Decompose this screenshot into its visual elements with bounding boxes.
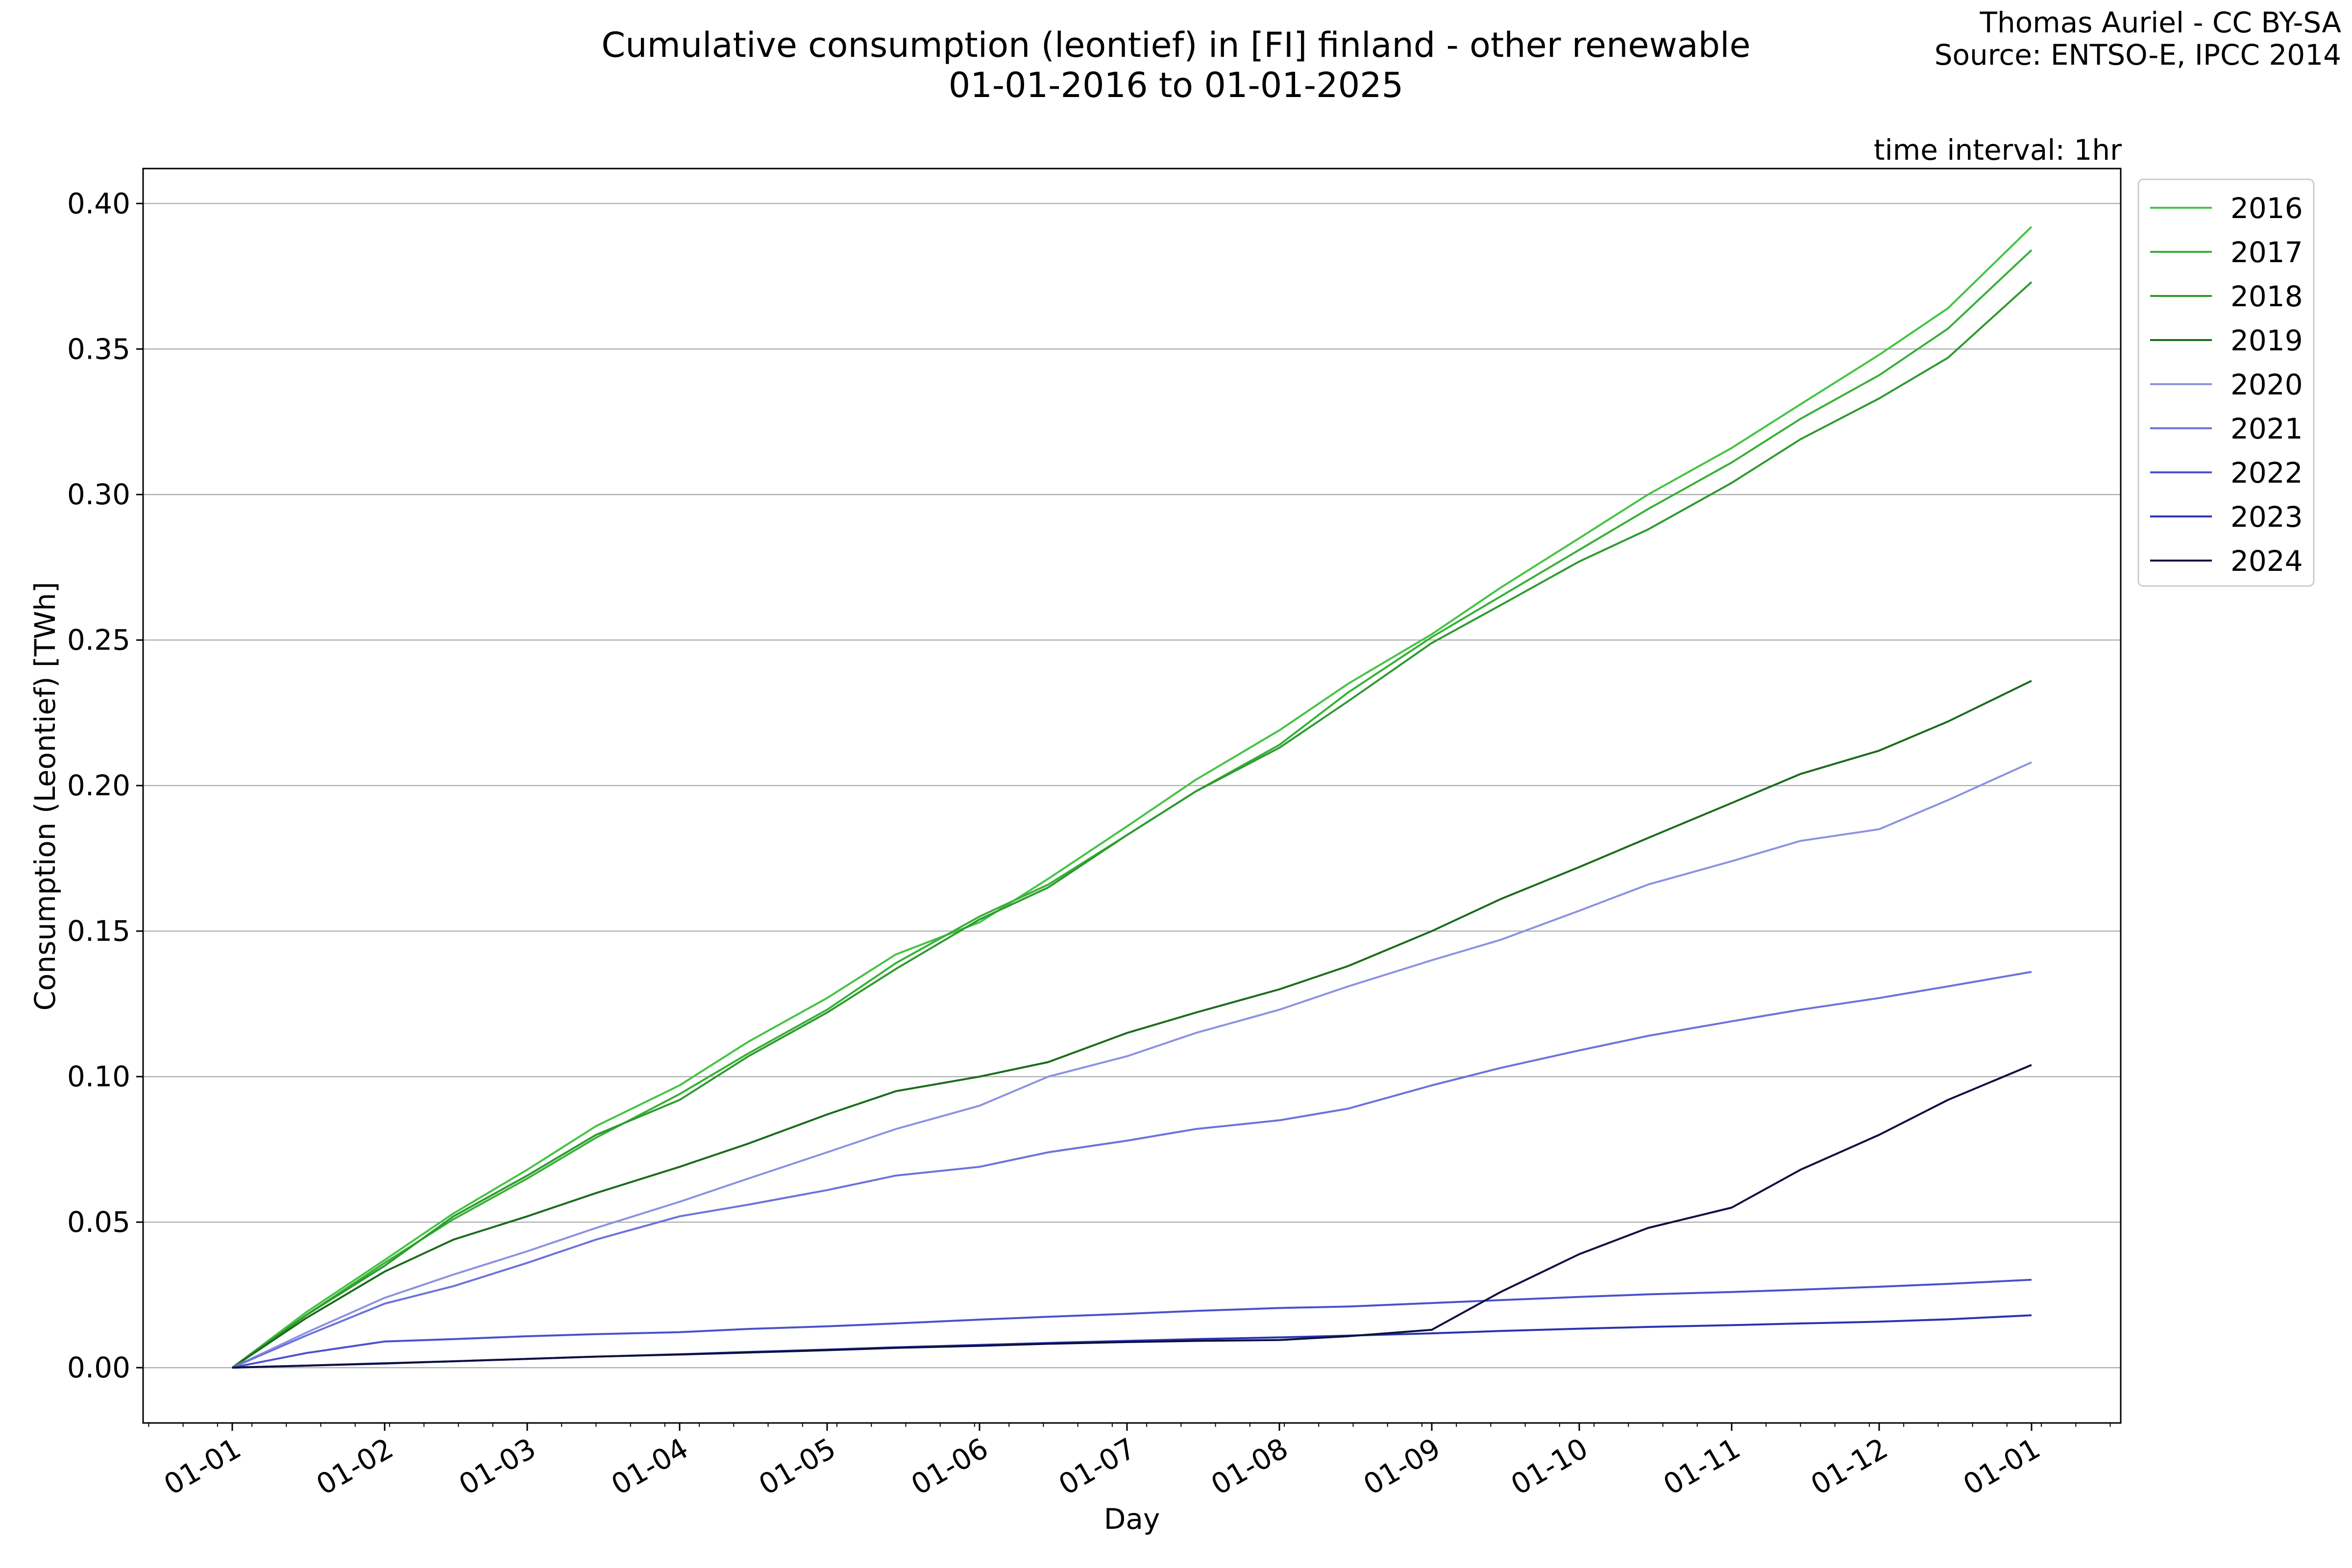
y-tick-label: 0.35 bbox=[67, 332, 130, 366]
legend-label-2023: 2023 bbox=[2230, 500, 2303, 534]
credit-author: Thomas Auriel - CC BY-SA bbox=[1980, 6, 2342, 39]
plot-frame bbox=[142, 168, 2122, 1424]
legend-label-2018: 2018 bbox=[2230, 280, 2303, 313]
x-tick-label: 01-07 bbox=[1053, 1431, 1141, 1501]
y-tick-label: 0.15 bbox=[67, 914, 130, 948]
x-tick-label: 01-02 bbox=[311, 1431, 399, 1501]
y-tick-label: 0.05 bbox=[67, 1205, 130, 1239]
x-tick-label: 01-05 bbox=[753, 1431, 841, 1501]
chart-title-line1: Cumulative consumption (leontief) in [FI… bbox=[601, 25, 1750, 65]
legend-label-2020: 2020 bbox=[2230, 368, 2303, 401]
x-tick-label: 01-12 bbox=[1805, 1431, 1893, 1501]
chart-title-line2: 01-01-2016 to 01-01-2025 bbox=[949, 65, 1403, 105]
legend-label-2021: 2021 bbox=[2230, 412, 2303, 445]
y-tick-label: 0.00 bbox=[67, 1351, 130, 1384]
y-axis: 0.00 0.05 0.10 0.15 0.20 0.25 0.30 0.35 0.40 bbox=[67, 187, 143, 1384]
y-axis-label: Consumption (Leontief) [TWh] bbox=[28, 582, 62, 1010]
legend-label-2016: 2016 bbox=[2230, 192, 2303, 225]
series-lines bbox=[231, 226, 2033, 1369]
x-tick-label: 01-01 bbox=[1958, 1431, 2046, 1501]
legend-label-2019: 2019 bbox=[2230, 324, 2303, 357]
x-tick-label: 01-01 bbox=[158, 1431, 246, 1501]
x-axis-label: Day bbox=[1104, 1502, 1160, 1536]
series-line-2021 bbox=[232, 971, 2032, 1369]
x-tick-label: 01-06 bbox=[906, 1431, 994, 1501]
series-line-2020 bbox=[232, 761, 2032, 1369]
y-tick-label: 0.40 bbox=[67, 187, 130, 220]
y-tick-label: 0.10 bbox=[67, 1060, 130, 1093]
time-interval-note: time interval: 1hr bbox=[1874, 133, 2122, 167]
series-line-2018 bbox=[231, 281, 2033, 1369]
grid-lines bbox=[143, 203, 2121, 1369]
x-tick-label: 01-08 bbox=[1205, 1431, 1294, 1501]
series-line-2024 bbox=[232, 1064, 2032, 1369]
x-tick-label: 01-03 bbox=[453, 1431, 541, 1501]
legend: 2016 2017 2018 2019 2020 2021 2022 2023 2024 bbox=[2137, 178, 2315, 587]
credit-source: Source: ENTSO-E, IPCC 2014 bbox=[1935, 38, 2341, 72]
legend-label-2022: 2022 bbox=[2230, 456, 2303, 490]
x-tick-label: 01-10 bbox=[1505, 1431, 1593, 1501]
series-line-2017 bbox=[231, 249, 2033, 1369]
x-tick-label: 01-09 bbox=[1358, 1431, 1446, 1501]
series-line-2016 bbox=[231, 226, 2033, 1369]
legend-label-2024: 2024 bbox=[2230, 544, 2303, 578]
y-tick-label: 0.30 bbox=[67, 478, 130, 511]
series-line-2022 bbox=[232, 1278, 2032, 1369]
x-tick-label: 01-04 bbox=[606, 1431, 694, 1501]
legend-label-2017: 2017 bbox=[2230, 236, 2303, 269]
series-line-2019 bbox=[231, 680, 2032, 1369]
legend-frame bbox=[2137, 178, 2315, 587]
y-tick-label: 0.20 bbox=[67, 769, 130, 802]
x-tick-label: 01-11 bbox=[1658, 1431, 1746, 1501]
x-axis: 01-01 01-02 01-03 01-04 01-05 01-06 01-07 01-08… bbox=[148, 1423, 2111, 1501]
y-tick-label: 0.25 bbox=[67, 623, 130, 657]
